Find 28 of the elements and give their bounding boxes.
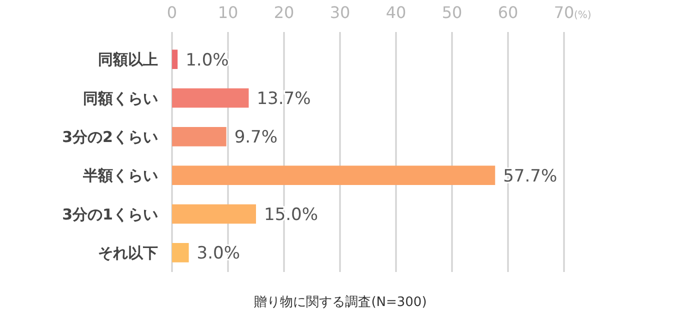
x-tick-label: 60: [498, 3, 518, 22]
y-tick-label: 同額以上: [98, 50, 158, 69]
x-tick-label: 0: [166, 3, 178, 22]
x-tick-label: 20: [274, 3, 294, 22]
data-label: 1.0%: [186, 50, 229, 70]
x-tick-label: 50: [442, 3, 462, 22]
x-tick-label: 30: [330, 3, 350, 22]
x-axis-title: (%): [574, 10, 592, 21]
bar: [172, 166, 496, 185]
bar: [172, 88, 249, 108]
x-tick-label: 70: [554, 3, 574, 22]
data-label: 15.0%: [264, 204, 318, 225]
x-tick-label: 10: [218, 3, 238, 22]
y-tick-label: それ以下: [98, 244, 158, 262]
text: 贈り物に関する調査(N=300): [254, 295, 427, 310]
data-label: 57.7%: [503, 166, 558, 186]
data-label: 9.7%: [234, 128, 278, 148]
data-label: 13.7%: [256, 88, 311, 109]
y-tick-label: 同額くらい: [83, 89, 158, 108]
y-tick-label: 3分の1くらい: [62, 205, 158, 224]
y-tick-label: 3分の2くらい: [62, 128, 158, 146]
y-tick-label: 半額くらい: [82, 166, 158, 185]
data-label: 3.0%: [196, 244, 240, 264]
bar: [172, 204, 256, 224]
bar: [172, 50, 178, 69]
x-tick-label: 40: [386, 3, 406, 22]
bar: [172, 243, 189, 262]
bar: [172, 127, 226, 146]
